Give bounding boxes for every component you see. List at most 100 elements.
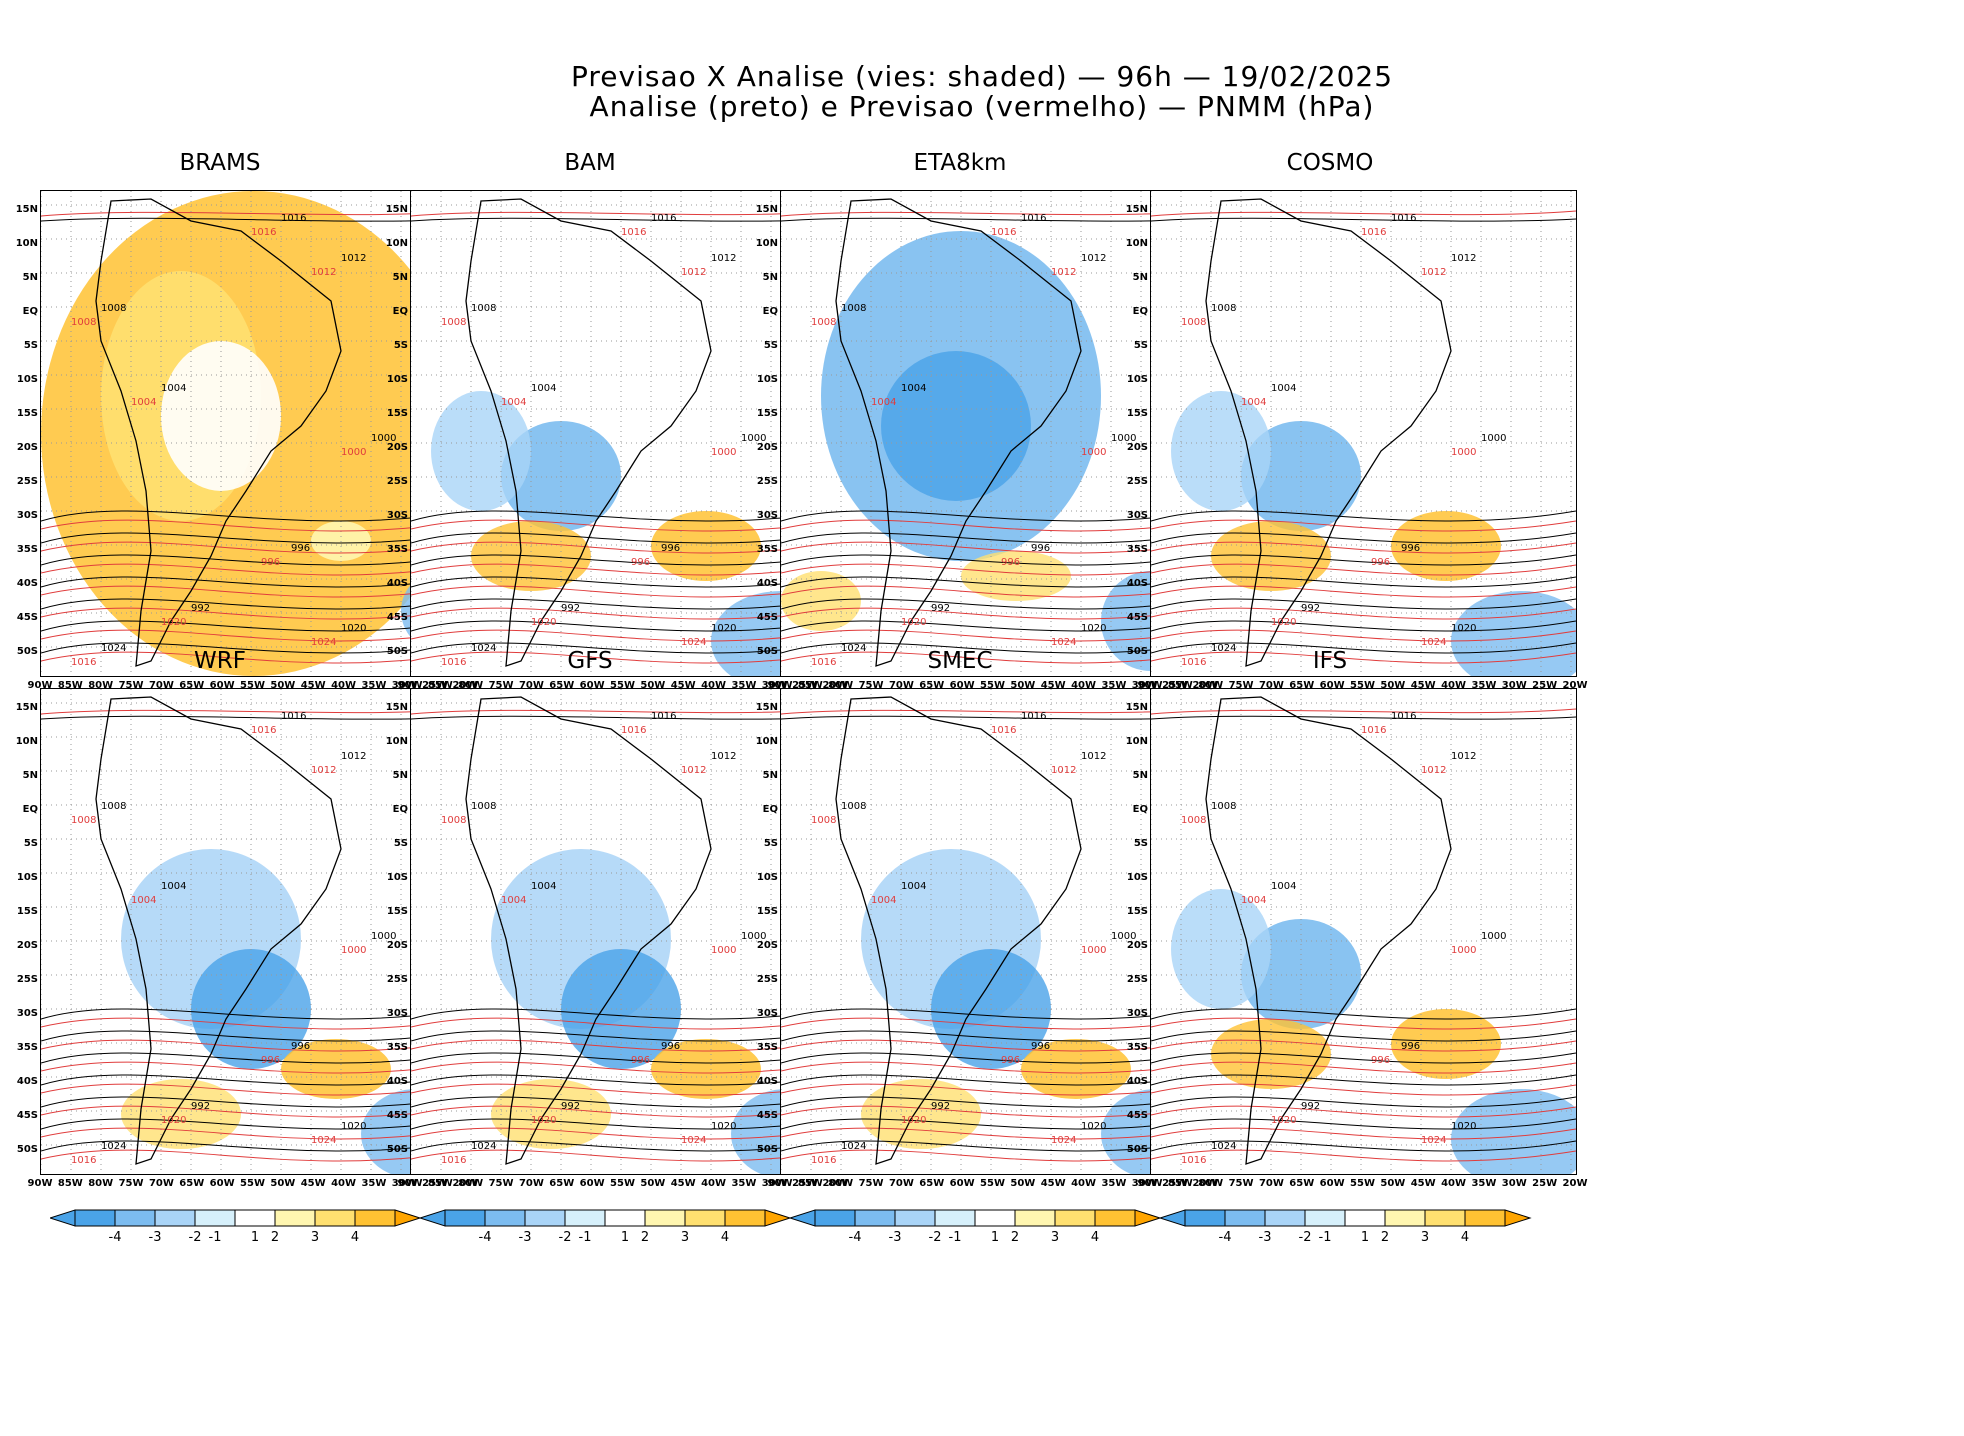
forecast-contour-label: 1020 (531, 1115, 556, 1126)
forecast-isobar (41, 519, 466, 532)
forecast-contour-label: 1016 (621, 725, 646, 736)
forecast-isobar (781, 1105, 1206, 1118)
lon-tick-label: 65W (179, 1178, 205, 1189)
lat-tick-label: 30S (16, 1008, 38, 1019)
colorbar-segment (1384, 1209, 1426, 1227)
lat-tick-label: 10N (385, 736, 408, 747)
lat-tick-label: 25S (1126, 476, 1148, 487)
lat-tick-label: 50S (756, 646, 778, 657)
lon-tick-label: 25W (1162, 1178, 1188, 1189)
lon-tick-label: 60W (579, 680, 605, 691)
analysis-contour-label: 1004 (1271, 383, 1296, 394)
analysis-isobar (781, 576, 1206, 588)
analysis-isobar (781, 1118, 1206, 1130)
forecast-isobar (41, 629, 466, 642)
panel-title: GFS (567, 648, 613, 674)
colorbar-label: 2 (1380, 1230, 1390, 1245)
lat-tick-label: 15S (386, 906, 408, 917)
analysis-contour-label: 1000 (371, 433, 396, 444)
lat-tick-label: 45S (756, 612, 778, 623)
analysis-contour-label: 992 (931, 603, 950, 614)
lon-tick-label: 45W (670, 680, 696, 691)
lat-tick-label: 45S (756, 1110, 778, 1121)
lon-tick-label: 35W (1101, 680, 1127, 691)
analysis-contour-label: 1020 (1451, 623, 1476, 634)
lon-tick-label: 80W (1198, 1178, 1224, 1189)
analysis-isobar (781, 1030, 1206, 1042)
forecast-isobar (411, 1039, 836, 1052)
map-panel-cosmo: COSMO 15N 10N 5N EQ 5S 10S 15S 20S 25S 30S 35S 40S 45… (1110, 150, 1588, 747)
analysis-isobar (1151, 532, 1576, 544)
lat-tick-label: 30S (756, 1008, 778, 1019)
colorbar-segment (444, 1209, 486, 1227)
lat-tick-label: 10N (755, 238, 778, 249)
forecast-contour-label: 1020 (901, 617, 926, 628)
colorbar-arrow-left (50, 1209, 76, 1227)
lat-tick-label: 15S (1126, 408, 1148, 419)
analysis-contour-label: 1008 (101, 801, 126, 812)
lon-tick-label: 50W (1010, 680, 1036, 691)
forecast-isobar (41, 1127, 466, 1140)
analysis-isobar (1151, 1118, 1576, 1130)
map-area: 1016 1016 1012 1012 1008 1008 1004 1004 1000 1000… (40, 688, 467, 1175)
lon-tick-label: 45W (1410, 1178, 1436, 1189)
forecast-contour-label: 1012 (311, 267, 336, 278)
colorbar-arrow-right (1504, 1209, 1532, 1227)
lat-tick-label: 20S (16, 442, 38, 453)
colorbar-segment (974, 1209, 1016, 1227)
lon-tick-label: 75W (488, 680, 514, 691)
lon-tick-label: 70W (1258, 1178, 1284, 1189)
analysis-isobar (1151, 1074, 1576, 1086)
lon-tick-label: 30W (761, 680, 787, 691)
analysis-isobar (41, 532, 466, 544)
forecast-contour-label: 1008 (811, 815, 836, 826)
analysis-contour-label: 1008 (471, 303, 496, 314)
analysis-isobar (781, 1074, 1206, 1086)
land-outline (1205, 198, 1452, 667)
lon-tick-label: 35W (1471, 680, 1497, 691)
forecast-isobar (411, 541, 836, 554)
lat-tick-label: 35S (1126, 544, 1148, 555)
lon-tick-label: 85W (57, 680, 83, 691)
analysis-contour-label: 992 (561, 603, 580, 614)
forecast-isobar (781, 585, 1206, 598)
analysis-contour-label: 1016 (281, 711, 306, 722)
forecast-isobar (781, 519, 1206, 532)
lon-tick-label: 90W (397, 680, 423, 691)
lat-tick-label: 15N (15, 702, 38, 713)
lon-tick-label: 50W (1010, 1178, 1036, 1189)
forecast-contour-label: 1016 (621, 227, 646, 238)
forecast-contour-label: 1024 (681, 1135, 706, 1146)
analysis-isobar (41, 642, 466, 654)
analysis-contour-label: 996 (1401, 543, 1420, 554)
map-svg: 1016 1016 1012 1012 1008 1008 1004 1004 1000 1000… (41, 191, 466, 676)
forecast-contour-label: 1024 (681, 637, 706, 648)
forecast-contour-label: 1016 (1181, 657, 1206, 668)
forecast-isobar (411, 1083, 836, 1096)
lon-tick-label: 50W (270, 1178, 296, 1189)
lon-tick-label: 45W (1410, 680, 1436, 691)
colorbar-segment (564, 1209, 606, 1227)
analysis-contour-label: 992 (191, 1101, 210, 1112)
figure-title-line2: Analise (preto) e Previsao (vermelho) — … (589, 90, 1375, 123)
forecast-isobar (41, 585, 466, 598)
analysis-isobar (1151, 576, 1576, 588)
colorbar-segment (814, 1209, 856, 1227)
lon-tick-label: 40W (331, 1178, 357, 1189)
forecast-contour-label: 1008 (811, 317, 836, 328)
lon-tick-label: 65W (919, 1178, 945, 1189)
lon-tick-label: 20W (1192, 680, 1218, 691)
analysis-contour-label: 1008 (471, 801, 496, 812)
lon-tick-label: 50W (1380, 680, 1406, 691)
colorbar-label: 4 (720, 1230, 730, 1245)
land-outline (835, 198, 1082, 667)
lon-tick-label: 85W (427, 680, 453, 691)
forecast-isobar (1151, 708, 1576, 715)
forecast-contour-label: 1004 (501, 895, 526, 906)
analysis-contour-label: 1000 (1481, 433, 1506, 444)
colorbar-label: 4 (1090, 1230, 1100, 1245)
lat-tick-label: 40S (386, 1076, 408, 1087)
analysis-contour-label: 1000 (741, 931, 766, 942)
lon-tick-label: 40W (1441, 680, 1467, 691)
lat-tick-label: 10S (1126, 374, 1148, 385)
